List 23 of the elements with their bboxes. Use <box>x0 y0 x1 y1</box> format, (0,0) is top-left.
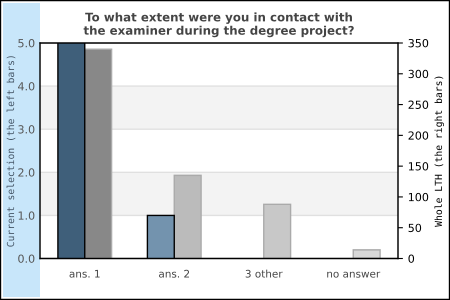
x-tick-label: 3 other <box>246 270 283 278</box>
y-tick-label: 0.0 <box>18 254 34 263</box>
y2-tick-label: 150 <box>408 162 428 171</box>
x-tick-label: ans. 1 <box>70 270 100 278</box>
y2-tick-label: 0 <box>408 254 414 263</box>
y-tick-label: 3.0 <box>18 125 34 134</box>
y-tick-label: 5.0 <box>18 38 34 48</box>
y2-tick-label: 200 <box>408 131 428 140</box>
y2-tick-label: 300 <box>408 70 428 78</box>
y-tick-label: 4.0 <box>18 82 34 90</box>
y-tick-label: 2.0 <box>18 168 34 177</box>
y-axis-title: Current selection (the left bars) <box>6 56 16 247</box>
chart-title: To what extent were you in contact with the examiner during the degree project? <box>84 12 354 38</box>
y2-tick-label: 250 <box>408 100 428 109</box>
y2-tick-label: 100 <box>408 192 428 202</box>
y2-axis-title: Whole LTH (the right bars) <box>434 76 444 227</box>
y2-tick-label: 350 <box>408 38 428 48</box>
x-tick-label: no answer <box>327 272 380 278</box>
y-tick-label: 1.0 <box>18 211 34 220</box>
bar <box>263 204 292 258</box>
y2-tick-label: 50 <box>408 224 422 232</box>
bar <box>352 249 381 258</box>
x-tick-label: ans. 2 <box>159 270 190 278</box>
